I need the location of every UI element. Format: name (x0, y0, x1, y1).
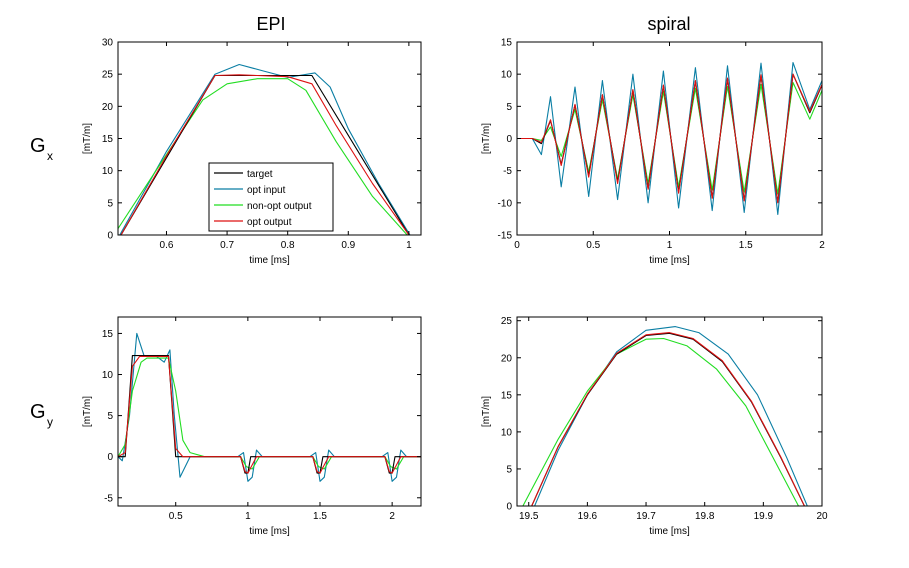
spiral-gy-xtick-label: 20 (816, 511, 828, 522)
legend-label-non-opt-output: non-opt output (247, 201, 312, 212)
epi-gx-xtick-label: 0.6 (160, 240, 174, 251)
spiral-gy-ytick-label: 25 (501, 316, 513, 327)
spiral-gy-ylabel: [mT/m] (481, 396, 492, 427)
legend: target opt input non-opt output opt outp… (208, 162, 334, 232)
epi-gx-ytick-label: 20 (102, 102, 114, 113)
col-title-spiral: spiral (647, 14, 690, 34)
spiral-gy-ytick-label: 20 (501, 353, 513, 364)
panel-epi-gy: 0.5 1 1.5 2 -5 0 5 10 15 time [ms] [mT/m] (82, 316, 422, 537)
epi-gy-xtick-label: 1.5 (313, 511, 327, 522)
epi-gx-series-opt-input (119, 63, 411, 235)
legend-label-target: target (247, 169, 273, 180)
spiral-gy-series-group (522, 326, 808, 506)
epi-gy-axes-frame (117, 316, 422, 507)
epi-gx-ytick-label: 15 (102, 134, 114, 145)
epi-gy-ytick-label: -5 (104, 493, 113, 504)
spiral-gy-series-non-opt-output (522, 337, 799, 506)
spiral-gx-ytick-label: -15 (498, 231, 513, 242)
spiral-gy-xtick-label: 19.6 (578, 511, 598, 522)
spiral-gy-xtick-label: 19.9 (754, 511, 774, 522)
epi-gx-xtick-label: 0.7 (220, 240, 234, 251)
epi-gy-ytick-label: 5 (107, 411, 113, 422)
spiral-gy-series-opt-input (534, 326, 808, 506)
spiral-gy-xtick-label: 19.8 (695, 511, 715, 522)
spiral-gy-axes-frame (516, 316, 823, 507)
spiral-gy-ytick-label: 10 (501, 427, 513, 438)
spiral-gy-ytick-label: 0 (506, 502, 512, 513)
epi-gy-ytick-label: 15 (102, 329, 114, 340)
legend-box (208, 162, 334, 232)
spiral-gx-xtick-label: 0 (514, 240, 520, 251)
spiral-gx-ylabel: [mT/m] (481, 123, 492, 154)
spiral-gy-ytick-label: 5 (506, 464, 512, 475)
spiral-gy-xlabel: time [ms] (649, 526, 690, 537)
panel-spiral-gy: 19.5 19.6 19.7 19.8 19.9 20 0 5 10 15 20 25 time [ms… (481, 316, 828, 537)
epi-gy-series-non-opt-output (118, 357, 421, 470)
epi-gx-xtick-label: 0.8 (281, 240, 295, 251)
row-label-gx-main: G (30, 135, 46, 157)
epi-gx-series-opt-output (120, 74, 410, 235)
epi-gy-xtick-label: 2 (389, 511, 395, 522)
epi-gx-ytick-label: 25 (102, 70, 114, 81)
epi-gy-xlabel: time [ms] (249, 526, 290, 537)
spiral-gx-series-opt-output (517, 73, 822, 204)
epi-gx-xtick-label: 0.9 (341, 240, 355, 251)
epi-gy-plot-area (118, 317, 421, 506)
epi-gy-series-group (118, 332, 421, 482)
row-label-gx: G x (30, 135, 53, 163)
spiral-gy-xtick-label: 19.7 (636, 511, 656, 522)
epi-gx-xlabel: time [ms] (249, 255, 290, 266)
epi-gy-ytick-label: 10 (102, 370, 114, 381)
spiral-gx-xtick-label: 1.5 (739, 240, 753, 251)
epi-gx-ytick-label: 0 (107, 231, 113, 242)
row-label-gx-sub: x (47, 149, 53, 163)
spiral-gx-ytick-label: -5 (503, 166, 512, 177)
epi-gx-series-group (118, 63, 411, 235)
epi-gx-ylabel: [mT/m] (82, 123, 93, 154)
epi-gy-ylabel: [mT/m] (82, 396, 93, 427)
panel-spiral-gx: 0 0.5 1 1.5 2 -15 -10 -5 0 5 10 15 time [ms] [mT/m] (481, 38, 825, 267)
epi-gy-ytick-label: 0 (107, 452, 113, 463)
spiral-gx-xlabel: time [ms] (649, 255, 690, 266)
spiral-gx-ytick-label: -10 (498, 198, 513, 209)
spiral-gx-ytick-label: 0 (506, 134, 512, 145)
spiral-gy-xtick-label: 19.5 (519, 511, 539, 522)
spiral-gx-series-group (517, 62, 822, 215)
spiral-gy-series-opt-output (531, 332, 805, 506)
epi-gx-xtick-label: 1 (406, 240, 412, 251)
col-title-epi: EPI (256, 14, 285, 34)
spiral-gx-xtick-label: 2 (819, 240, 825, 251)
row-label-gy: G y (30, 401, 53, 429)
legend-label-opt-input: opt input (247, 185, 286, 196)
spiral-gx-ytick-label: 5 (506, 102, 512, 113)
spiral-gx-plot-area (517, 42, 822, 235)
row-label-gy-main: G (30, 401, 46, 423)
epi-gy-xtick-label: 0.5 (169, 511, 183, 522)
spiral-gx-xtick-label: 0.5 (586, 240, 600, 251)
legend-label-opt-output: opt output (247, 217, 292, 228)
epi-gx-ytick-label: 10 (102, 166, 114, 177)
spiral-gy-plot-area (517, 317, 822, 506)
spiral-gx-ytick-label: 15 (501, 38, 513, 49)
epi-gx-ytick-label: 5 (107, 198, 113, 209)
epi-gy-series-opt-output (118, 355, 421, 474)
spiral-gx-xtick-label: 1 (667, 240, 673, 251)
row-label-gy-sub: y (47, 415, 53, 429)
spiral-gx-ytick-label: 10 (501, 70, 513, 81)
epi-gy-xtick-label: 1 (245, 511, 251, 522)
spiral-gy-ytick-label: 15 (501, 390, 513, 401)
epi-gx-ytick-label: 30 (102, 38, 114, 49)
